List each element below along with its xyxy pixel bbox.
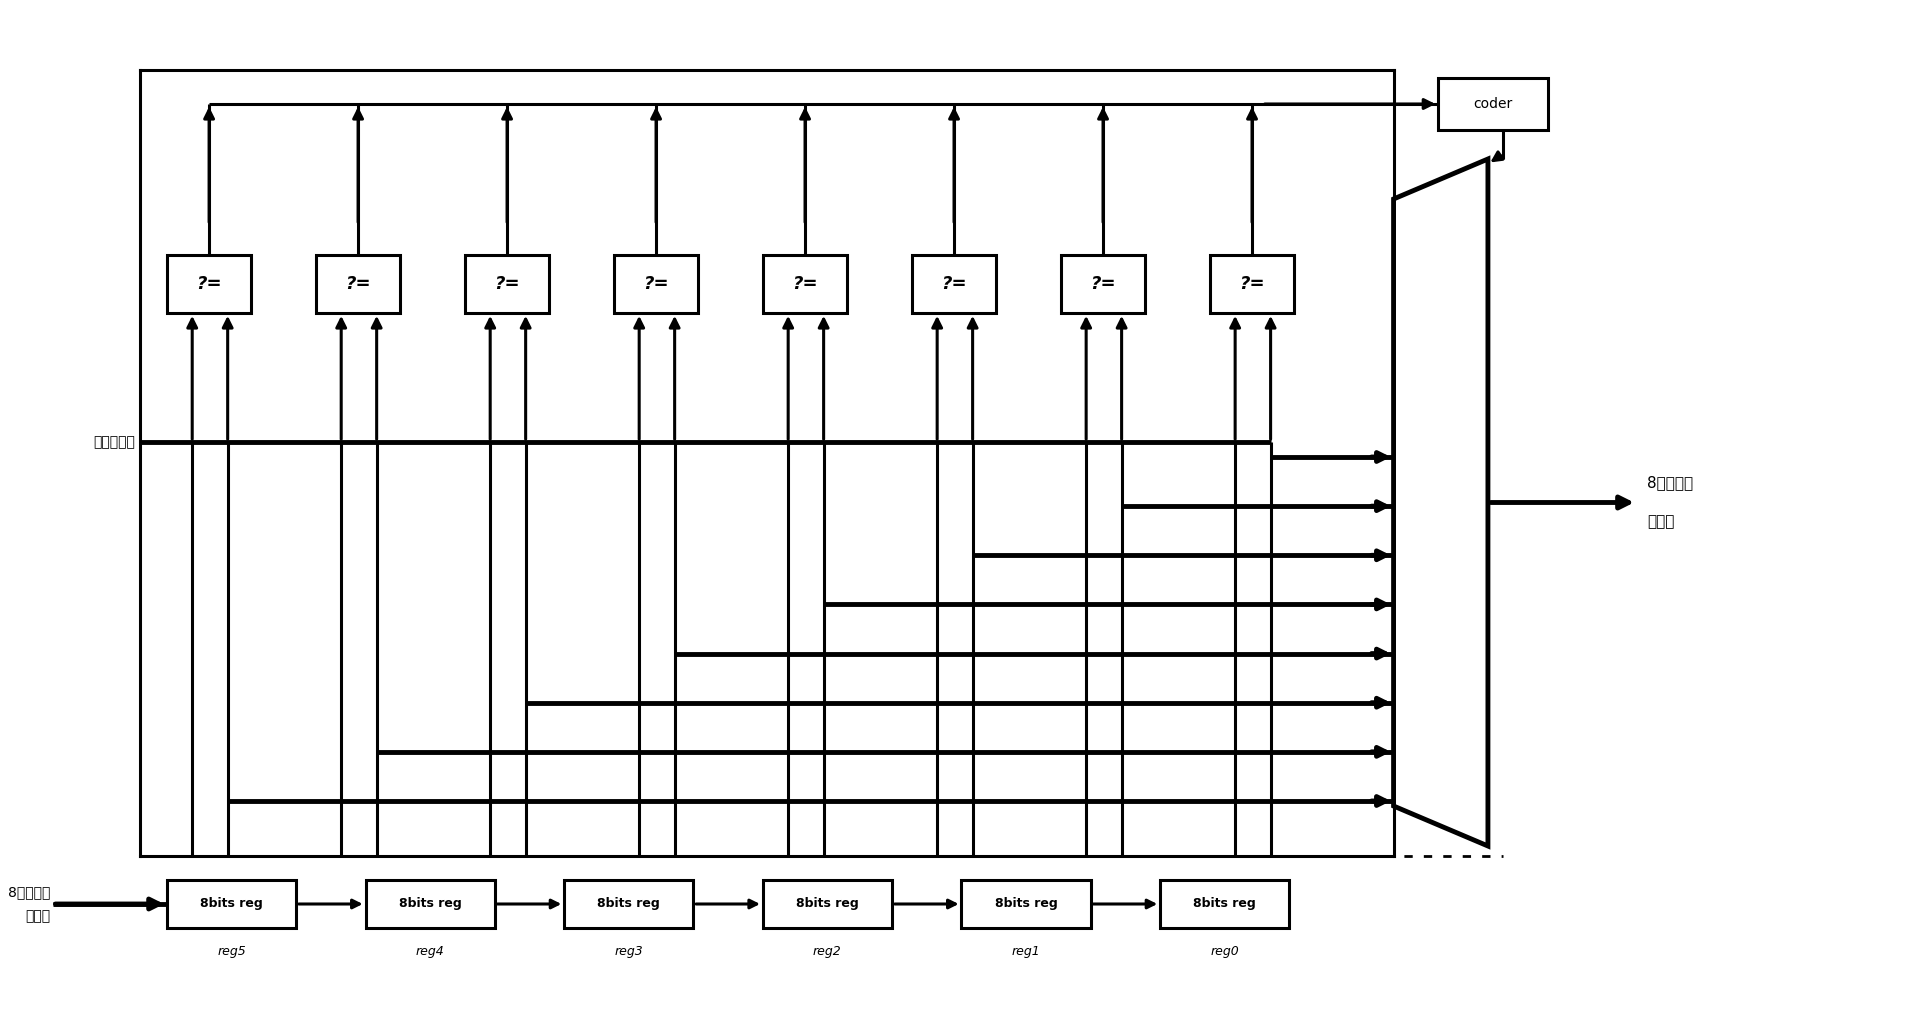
Text: 8bits reg: 8bits reg — [597, 897, 661, 911]
Text: reg0: reg0 — [1210, 945, 1239, 958]
Text: ?=: ?= — [1091, 275, 1116, 293]
Text: 8bits reg: 8bits reg — [1193, 897, 1256, 911]
Polygon shape — [1393, 159, 1489, 846]
Text: 据输入: 据输入 — [25, 909, 50, 923]
Bar — [167, 255, 252, 313]
Bar — [465, 255, 549, 313]
Bar — [763, 880, 891, 928]
Text: ?=: ?= — [644, 275, 669, 293]
Text: reg5: reg5 — [217, 945, 246, 958]
Bar — [365, 880, 496, 928]
Text: 帧定位模式: 帧定位模式 — [94, 435, 134, 449]
Text: ?=: ?= — [346, 275, 371, 293]
Text: 8位并行数: 8位并行数 — [8, 885, 50, 899]
Bar — [1060, 255, 1145, 313]
Text: 8bits reg: 8bits reg — [795, 897, 859, 911]
Text: ?=: ?= — [494, 275, 521, 293]
Text: 8bits reg: 8bits reg — [400, 897, 461, 911]
Text: 8bits reg: 8bits reg — [200, 897, 263, 911]
Text: 8位并行数: 8位并行数 — [1646, 476, 1692, 491]
Bar — [763, 255, 847, 313]
Text: reg3: reg3 — [615, 945, 644, 958]
Bar — [167, 880, 296, 928]
Bar — [315, 255, 400, 313]
Bar — [1160, 880, 1289, 928]
Bar — [565, 880, 693, 928]
Text: coder: coder — [1473, 97, 1512, 111]
Text: ?=: ?= — [791, 275, 818, 293]
Bar — [615, 255, 697, 313]
Text: reg2: reg2 — [813, 945, 841, 958]
Text: ?=: ?= — [941, 275, 966, 293]
Text: 8bits reg: 8bits reg — [995, 897, 1057, 911]
Text: reg4: reg4 — [415, 945, 444, 958]
Bar — [1439, 78, 1548, 130]
Text: 据输出: 据输出 — [1646, 514, 1675, 529]
Text: ?=: ?= — [196, 275, 223, 293]
Text: ?=: ?= — [1239, 275, 1264, 293]
Bar — [912, 255, 997, 313]
Bar — [962, 880, 1091, 928]
Text: reg1: reg1 — [1012, 945, 1041, 958]
Bar — [1210, 255, 1295, 313]
